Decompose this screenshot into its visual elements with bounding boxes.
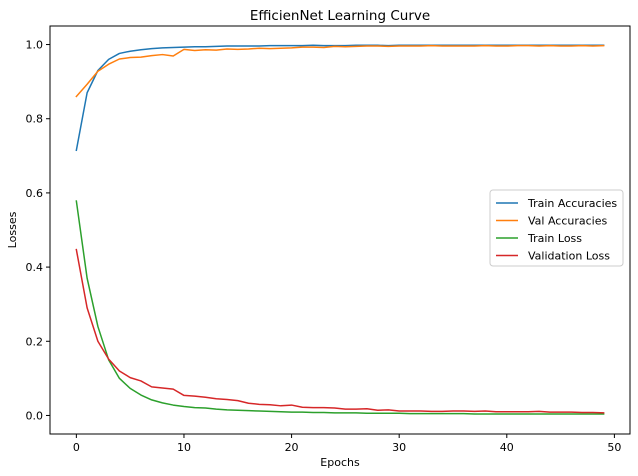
y-tick-label: 0.2 (26, 335, 44, 348)
x-tick-label: 30 (392, 441, 406, 454)
legend-box (489, 189, 624, 267)
x-tick-label: 0 (73, 441, 80, 454)
series-line-train-loss (75, 200, 605, 415)
series-line-validation-loss (75, 248, 605, 414)
x-tick-label: 40 (500, 441, 514, 454)
legend-label-val-accuracies: Val Accuracies (528, 215, 607, 228)
x-tick-label: 50 (607, 441, 621, 454)
chart-title: EfficienNet Learning Curve (250, 8, 430, 24)
legend: Train Accuracies Val Accuracies Train Loss… (489, 189, 624, 267)
y-axis-ticks: 0.0 0.2 0.4 0.6 0.8 1.0 (26, 39, 50, 422)
plot-area-frame (49, 25, 631, 435)
x-tick-label: 10 (177, 441, 191, 454)
legend-items: Train Accuracies Val Accuracies Train Loss… (496, 197, 617, 263)
legend-label-validation-loss: Validation Loss (528, 250, 610, 263)
x-axis-ticks: 0 10 20 30 40 50 (73, 434, 621, 454)
y-tick-label: 0.8 (26, 113, 44, 126)
legend-label-train-accuracies: Train Accuracies (527, 197, 617, 210)
series-line-val-accuracies (75, 44, 605, 98)
y-tick-label: 0.0 (26, 409, 44, 422)
series-line-train-accuracies (75, 44, 605, 152)
x-axis-label: Epochs (320, 456, 360, 469)
y-tick-label: 1.0 (26, 39, 44, 52)
x-tick-label: 20 (285, 441, 299, 454)
legend-label-train-loss: Train Loss (527, 232, 582, 245)
plot-lines (75, 44, 605, 415)
y-tick-label: 0.4 (26, 261, 44, 274)
y-axis-label: Losses (6, 211, 19, 248)
y-tick-label: 0.6 (26, 187, 44, 200)
